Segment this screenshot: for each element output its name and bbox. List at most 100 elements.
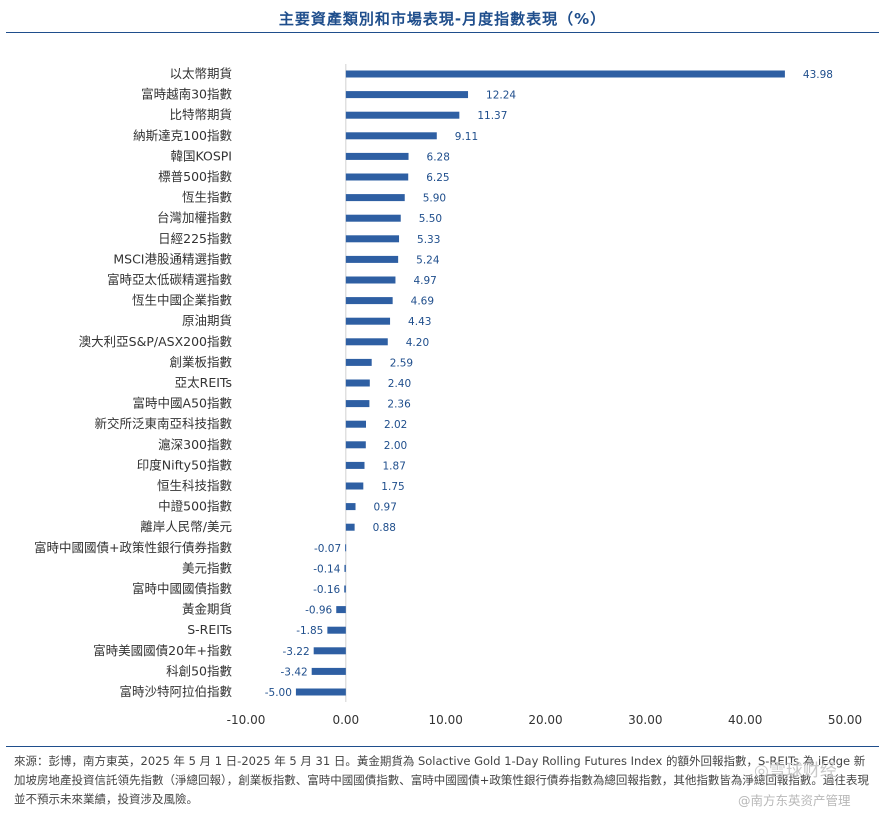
category-label: 富時美國國債20年+指數: [93, 643, 232, 658]
bar: [345, 379, 370, 387]
value-label: 2.02: [384, 419, 407, 431]
bar: [345, 441, 366, 449]
category-label: 富時亞太低碳精選指數: [107, 272, 233, 287]
bar: [345, 523, 355, 531]
category-label: 科創50指數: [166, 663, 232, 678]
value-label: 4.69: [411, 296, 434, 308]
value-label: 4.20: [406, 337, 429, 349]
category-label: 富時越南30指數: [141, 87, 232, 102]
category-label: 以太幣期貨: [169, 66, 232, 81]
bar: [345, 297, 393, 305]
bar: [345, 420, 366, 428]
value-label: -0.96: [305, 605, 332, 617]
category-label: 標普500指數: [158, 169, 232, 184]
x-tick-label: 10.00: [428, 713, 462, 727]
value-label: -5.00: [265, 687, 292, 699]
bar: [345, 214, 401, 222]
value-label: 2.59: [390, 357, 413, 369]
value-label: -0.16: [313, 584, 340, 596]
category-label: 韓国KOSPI: [170, 148, 232, 163]
bar: [345, 91, 469, 99]
category-label: 日經225指數: [158, 231, 232, 246]
chart-title: 主要資產類別和市場表現-月度指數表現（%）: [278, 10, 607, 28]
watermark-xueqiu: ◎雪球财经: [754, 761, 837, 781]
category-label: 原油期貨: [182, 313, 232, 328]
watermark-csop: @南方东英资产管理: [738, 793, 851, 808]
bar: [344, 585, 346, 593]
category-label: 比特幣期貨: [169, 107, 232, 122]
bar: [344, 564, 346, 572]
bar: [345, 461, 365, 469]
value-label: 5.90: [423, 193, 446, 205]
value-label: 4.43: [408, 316, 431, 328]
x-tick-label: 40.00: [728, 713, 762, 727]
bar: [345, 317, 391, 325]
x-tick-label: 30.00: [628, 713, 662, 727]
value-label: 6.25: [426, 172, 449, 184]
value-label: 1.87: [383, 460, 406, 472]
category-label: MSCI港股通精選指數: [113, 251, 232, 266]
value-label: 4.97: [413, 275, 436, 287]
x-tick-label: 0.00: [332, 713, 359, 727]
category-label: 離岸人民幣/美元: [140, 519, 232, 534]
bar: [345, 482, 364, 490]
value-label: 5.33: [417, 234, 440, 246]
value-label: 2.36: [387, 399, 411, 411]
value-label: 0.88: [373, 522, 396, 534]
value-label: 1.75: [381, 481, 404, 493]
bar: [345, 276, 396, 284]
bar: [345, 111, 460, 119]
title-divider: [6, 32, 879, 33]
bar-chart: 以太幣期貨 43.98 富時越南30指數 12.24 比特幣期貨 11.37 納斯達克100…: [34, 64, 862, 727]
value-label: -1.85: [296, 625, 323, 637]
category-label: 中證500指數: [158, 499, 232, 514]
value-label: -0.14: [313, 563, 340, 575]
bar: [345, 173, 409, 181]
category-label: 台灣加權指數: [157, 210, 233, 225]
category-label: 富時中國國債+政策性銀行債券指數: [34, 540, 232, 555]
category-label: 富時中國A50指數: [133, 396, 233, 411]
bar: [345, 194, 405, 202]
category-label: 澳大利亞S&P/ASX200指數: [79, 334, 233, 349]
category-label: 印度Nifty50指數: [137, 457, 233, 472]
footnote-divider: [6, 746, 879, 747]
value-label: 5.50: [419, 213, 442, 225]
category-label: 滬深300指數: [158, 437, 232, 452]
value-label: -0.07: [314, 543, 341, 555]
value-label: 6.28: [427, 151, 450, 163]
category-label: 富時中國國債指數: [132, 581, 233, 596]
bar: [336, 606, 346, 614]
category-label: 恆生中國企業指數: [132, 293, 233, 308]
bar: [313, 647, 346, 655]
category-label: 新交所泛東南亞科技指數: [94, 416, 232, 431]
value-label: -3.42: [281, 666, 308, 678]
category-label: 納斯達克100指數: [133, 128, 232, 143]
x-tick-label: 50.00: [828, 713, 862, 727]
category-label: 亞太REITs: [175, 375, 232, 390]
bar: [345, 544, 347, 552]
bar: [345, 152, 409, 160]
category-label: 恒生科技指數: [157, 478, 233, 493]
bar: [345, 255, 399, 263]
bar: [345, 503, 356, 511]
bar: [311, 667, 346, 675]
bar: [345, 132, 437, 140]
category-label: 恆生指數: [182, 190, 233, 205]
value-label: 9.11: [455, 131, 478, 143]
footnote: 來源：彭博，南方東英，2025 年 5 月 1 日-2025 年 5 月 31 …: [14, 754, 869, 806]
value-label: 2.00: [384, 440, 407, 452]
value-label: 43.98: [803, 69, 833, 81]
category-label: 創業板指數: [169, 354, 232, 369]
value-label: 5.24: [416, 254, 440, 266]
value-label: -3.22: [283, 646, 310, 658]
bar: [345, 400, 370, 408]
bar: [295, 688, 346, 696]
x-tick-label: 20.00: [528, 713, 562, 727]
value-label: 12.24: [486, 90, 516, 102]
bar: [345, 235, 400, 243]
category-label: 黃金期貨: [182, 602, 232, 617]
category-label: 富時沙特阿拉伯指數: [119, 684, 232, 699]
category-label: 美元指數: [182, 560, 233, 575]
category-label: S-REITs: [187, 622, 232, 637]
bar: [345, 70, 785, 78]
